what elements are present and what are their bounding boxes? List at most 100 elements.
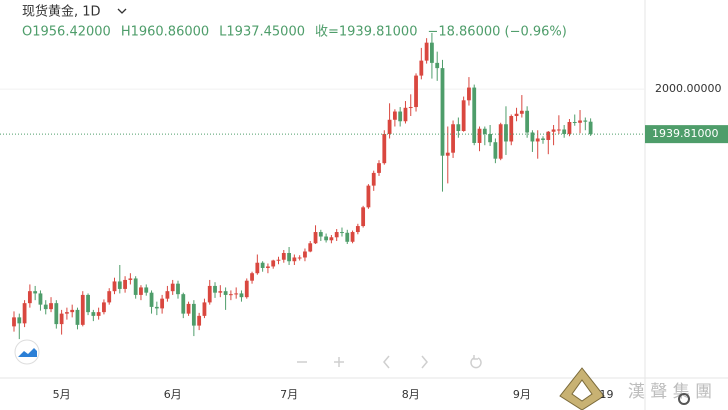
watermark-logo	[559, 367, 605, 410]
candle-body	[228, 294, 233, 296]
candle-body	[250, 273, 254, 281]
candle-body	[414, 75, 418, 108]
candle-body	[424, 42, 429, 61]
candle-body	[244, 280, 249, 298]
x-tick-label: 7月	[280, 388, 298, 401]
candle-body	[181, 294, 186, 314]
candle-body	[266, 266, 270, 268]
toolbar	[297, 355, 482, 369]
candle-body	[403, 107, 408, 122]
candle-body	[260, 262, 265, 268]
candle-body	[149, 292, 154, 307]
reset-button[interactable]	[470, 355, 482, 369]
symbol-menu-chevron[interactable]	[117, 8, 127, 14]
candle-body	[371, 172, 376, 186]
candle-body	[70, 309, 75, 313]
candle-body	[27, 291, 32, 304]
candle-body	[541, 138, 545, 140]
ohlc-legend: O1956.42000 H1960.86000 L1937.45000 收=1939.…	[22, 25, 567, 40]
candle-body	[382, 133, 387, 164]
candle-body	[583, 120, 588, 122]
candle-body	[197, 315, 202, 326]
candle-body	[207, 285, 212, 303]
tv-logo[interactable]	[14, 339, 40, 365]
candle-body	[345, 232, 350, 242]
candle-body	[572, 122, 577, 124]
candle-body	[556, 129, 561, 131]
candle-body	[525, 110, 530, 133]
candle-body	[144, 287, 149, 293]
candle-body	[493, 142, 498, 159]
candle-body	[170, 283, 175, 292]
candle-body	[165, 291, 170, 299]
last-price-tag	[645, 125, 728, 144]
candle-body	[408, 107, 413, 109]
candle-body	[281, 252, 286, 260]
candle-body	[477, 128, 482, 143]
settings-icon[interactable]	[678, 393, 690, 405]
candle-body	[191, 303, 196, 326]
candle-body	[377, 163, 381, 173]
candle-body	[133, 278, 138, 295]
candle-body	[467, 87, 471, 101]
candle-body	[123, 279, 127, 289]
candle-body	[239, 293, 244, 298]
scroll-left-button[interactable]	[383, 355, 390, 369]
candle-body	[213, 285, 217, 293]
ohlc-value: 收=1939.81000	[315, 25, 417, 40]
ohlc-value: H1960.86000	[121, 25, 209, 40]
candle-body	[472, 87, 477, 143]
candle-body	[287, 252, 291, 262]
candle-body	[22, 303, 27, 324]
last-price-label: 1939.81000	[652, 127, 718, 140]
candle-body	[308, 243, 313, 252]
candle-body	[160, 298, 165, 309]
candle-body	[546, 131, 551, 140]
candle-body	[355, 226, 360, 233]
candle-body	[255, 262, 260, 274]
candle-body	[117, 281, 122, 289]
candle-body	[498, 124, 503, 159]
candle-body	[17, 317, 22, 324]
candle-body	[509, 116, 514, 142]
candle-body	[530, 132, 535, 142]
candle-body	[567, 122, 572, 134]
candle-body	[519, 110, 524, 114]
candle-body	[102, 302, 106, 313]
candle-body	[59, 313, 64, 325]
candle-body	[80, 294, 85, 325]
scroll-right-button[interactable]	[421, 355, 428, 369]
ohlc-value: −18.86000 (−0.96%)	[427, 25, 566, 40]
candle-body	[12, 317, 16, 327]
symbol-title[interactable]: 现货黄金, 1D	[22, 4, 101, 20]
candle-body	[514, 113, 519, 117]
candle-body	[112, 281, 117, 292]
candle-body	[292, 257, 297, 262]
watermark-text: 漢 聲 集 團	[628, 382, 712, 402]
candle-body	[392, 111, 397, 120]
candle-body	[430, 42, 434, 63]
candle-body	[54, 303, 59, 325]
candle-body	[435, 62, 440, 69]
x-tick-label: 5月	[53, 388, 71, 401]
candle-body	[562, 129, 567, 134]
candle-body	[176, 283, 180, 295]
candle-body	[456, 124, 461, 131]
candle-body	[350, 232, 355, 242]
candle-body	[186, 303, 191, 314]
candle-body	[75, 309, 80, 325]
candle-body	[398, 111, 403, 122]
candle-body	[202, 302, 207, 316]
candle-body	[366, 185, 371, 208]
zoom-in-button[interactable]	[334, 357, 344, 367]
candle-body	[313, 232, 318, 244]
candle-body	[38, 293, 43, 305]
candle-body	[91, 312, 96, 316]
candle-body	[49, 303, 53, 310]
candle-body	[318, 232, 323, 237]
candle-body	[482, 128, 487, 134]
x-tick-label: 8月	[402, 388, 420, 401]
candle-body	[33, 291, 38, 294]
